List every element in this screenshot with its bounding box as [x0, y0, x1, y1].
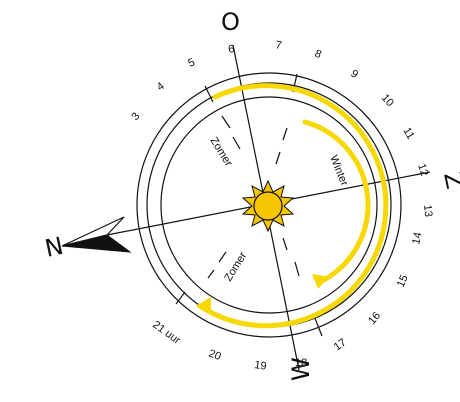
- hour-label: 17: [332, 337, 349, 354]
- hour-label: 15: [395, 273, 411, 289]
- hour-label: 3: [129, 110, 142, 123]
- season-summer-bottom: Zomer: [222, 250, 249, 284]
- hour-label: 5: [186, 56, 196, 69]
- season-summer-top: Zomer: [207, 135, 234, 169]
- season-winter: Winter: [327, 154, 350, 188]
- winter-sun-path: [302, 119, 371, 285]
- winter-path-arrowhead: [312, 274, 329, 289]
- sun-icon: [241, 179, 295, 233]
- hour-label: 20: [207, 348, 223, 363]
- hour-label: 21 uur: [150, 319, 183, 347]
- hour-label: 6: [227, 43, 235, 56]
- outer-ring: [136, 72, 402, 338]
- compass-east: O: [221, 8, 240, 36]
- hour-labels: 3 4 5 6 7 8 9 10 11 12 13 14 15 16 17 18…: [129, 39, 434, 373]
- compass-west: W: [287, 357, 315, 381]
- compass-north: N: [42, 232, 65, 263]
- hour-label: 14: [410, 231, 424, 245]
- hour-label: 19: [254, 359, 268, 373]
- summer-sun-path: [197, 83, 389, 329]
- hour-label: 7: [274, 39, 282, 52]
- dashes: [175, 73, 323, 337]
- compass-south: Z: [438, 169, 460, 191]
- hour-label: 12: [415, 162, 430, 177]
- north-arrow-icon: [61, 216, 132, 253]
- hour-label: 8: [313, 48, 323, 61]
- hour-label: 9: [348, 68, 360, 81]
- hour-label: 13: [421, 204, 434, 217]
- inner-ring: [160, 96, 378, 314]
- hour-label: 4: [155, 80, 167, 93]
- hour-label: 10: [379, 92, 396, 109]
- hour-label: 11: [400, 126, 416, 142]
- hour-label: 16: [366, 310, 383, 327]
- summer-path-arrowhead: [196, 297, 211, 315]
- hour-label: 18: [295, 357, 307, 369]
